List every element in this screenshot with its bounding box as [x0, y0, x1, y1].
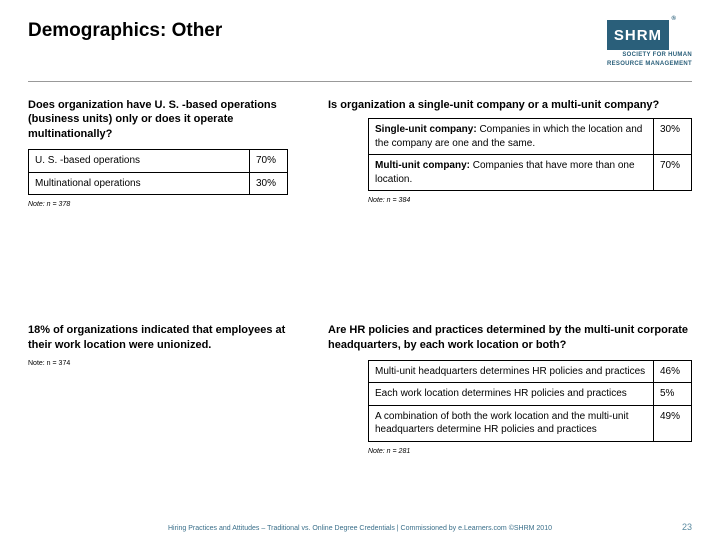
- q3-note: Note: n = 281: [368, 448, 692, 455]
- q1-row1-label: Multinational operations: [29, 172, 250, 195]
- table-row: Single-unit company: Companies in which …: [369, 119, 692, 155]
- logo-sub2: RESOURCE MANAGEMENT: [607, 61, 692, 68]
- table-row: Multinational operations 30%: [29, 172, 288, 195]
- q3-table: Multi-unit headquarters determines HR po…: [368, 360, 692, 442]
- q1-note: Note: n = 378: [28, 201, 288, 208]
- q3-row2-label: A combination of both the work location …: [369, 405, 654, 441]
- q2-row1-pct: 70%: [654, 155, 692, 191]
- q2-row1-label: Multi-unit company: Companies that have …: [369, 155, 654, 191]
- shrm-logo: SHRM ® SOCIETY FOR HUMAN RESOURCE MANAGE…: [607, 20, 692, 67]
- q1-block: Does organization have U. S. -based oper…: [28, 98, 288, 293]
- logo-sub1: SOCIETY FOR HUMAN: [607, 52, 692, 59]
- q2-table: Single-unit company: Companies in which …: [368, 118, 692, 191]
- divider: [28, 81, 692, 82]
- q3-row2-pct: 49%: [654, 405, 692, 441]
- page-number: 23: [682, 522, 692, 532]
- table-row: Each work location determines HR policie…: [369, 383, 692, 406]
- table-row: Multi-unit company: Companies that have …: [369, 155, 692, 191]
- q3-row1-pct: 5%: [654, 383, 692, 406]
- q2-question: Is organization a single-unit company or…: [328, 98, 692, 112]
- q3-block: Are HR policies and practices determined…: [328, 323, 692, 540]
- q1-row1-pct: 30%: [250, 172, 288, 195]
- logo-mark-text: SHRM: [614, 27, 662, 44]
- q1-question: Does organization have U. S. -based oper…: [28, 98, 288, 141]
- table-row: A combination of both the work location …: [369, 405, 692, 441]
- q2-block: Is organization a single-unit company or…: [328, 98, 692, 293]
- stat-block: 18% of organizations indicated that empl…: [28, 323, 288, 540]
- q2-note: Note: n = 384: [368, 197, 692, 204]
- q3-row0-label: Multi-unit headquarters determines HR po…: [369, 360, 654, 383]
- footer: Hiring Practices and Attitudes – Traditi…: [0, 525, 720, 532]
- stat-text: 18% of organizations indicated that empl…: [28, 323, 288, 352]
- q2-row0-pct: 30%: [654, 119, 692, 155]
- page-title: Demographics: Other: [28, 20, 222, 42]
- q1-table: U. S. -based operations 70% Multinationa…: [28, 149, 288, 195]
- table-row: Multi-unit headquarters determines HR po…: [369, 360, 692, 383]
- q1-row0-label: U. S. -based operations: [29, 150, 250, 173]
- q2-row0-label: Single-unit company: Companies in which …: [369, 119, 654, 155]
- table-row: U. S. -based operations 70%: [29, 150, 288, 173]
- q3-question: Are HR policies and practices determined…: [328, 323, 692, 352]
- stat-note: Note: n = 374: [28, 360, 288, 367]
- footer-text: Hiring Practices and Attitudes – Traditi…: [168, 525, 552, 532]
- q1-row0-pct: 70%: [250, 150, 288, 173]
- q3-row0-pct: 46%: [654, 360, 692, 383]
- q3-row1-label: Each work location determines HR policie…: [369, 383, 654, 406]
